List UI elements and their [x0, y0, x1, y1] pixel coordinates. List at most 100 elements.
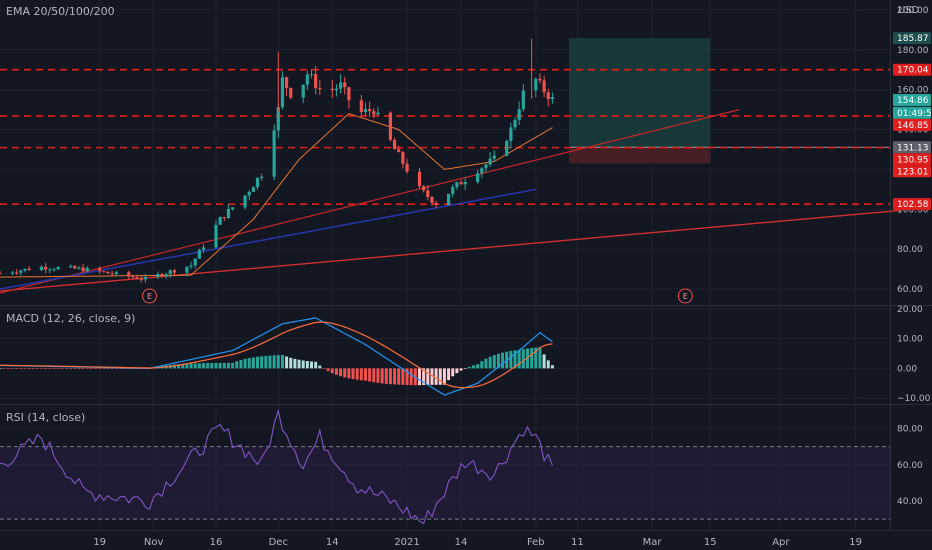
candle-body[interactable]	[39, 266, 44, 271]
candle-body[interactable]	[280, 77, 285, 108]
candle-body[interactable]	[314, 74, 318, 89]
candle-body[interactable]	[255, 177, 260, 188]
candle-body[interactable]	[392, 139, 397, 150]
candle-body[interactable]	[243, 195, 247, 208]
candle-body[interactable]	[513, 119, 517, 128]
candle-body[interactable]	[338, 82, 343, 89]
candle-body[interactable]	[189, 265, 193, 267]
candle-body[interactable]	[106, 271, 110, 274]
candle-body[interactable]	[347, 87, 351, 101]
candle-body[interactable]	[218, 217, 222, 225]
earnings-marker[interactable]: E	[142, 288, 158, 304]
candle-body[interactable]	[19, 270, 23, 273]
candle-body[interactable]	[48, 269, 52, 271]
candle-body[interactable]	[397, 149, 401, 153]
candle-body[interactable]	[363, 109, 368, 113]
stop-zone[interactable]	[569, 147, 711, 164]
candle-body[interactable]	[197, 249, 201, 259]
candle-body[interactable]	[139, 278, 143, 280]
candle-body[interactable]	[222, 217, 226, 219]
candle-body[interactable]	[135, 277, 139, 279]
candle-body[interactable]	[343, 82, 347, 88]
rsi-legend-label[interactable]: RSI (14, close)	[6, 411, 86, 424]
time-axis[interactable]: 19 Nov 16 Dec 14 2021 14 Feb 11 Mar 15 Apr 19	[93, 537, 862, 548]
rsi-pane[interactable]	[0, 408, 890, 525]
candle-body[interactable]	[230, 207, 235, 210]
candle-body[interactable]	[73, 266, 77, 269]
candle-body[interactable]	[10, 272, 15, 274]
trendline-steep[interactable]	[0, 109, 740, 294]
candle-body[interactable]	[388, 112, 393, 140]
candle-body[interactable]	[193, 258, 197, 266]
candle-body[interactable]	[368, 109, 372, 112]
candle-body[interactable]	[77, 267, 81, 269]
candle-body[interactable]	[505, 140, 509, 156]
candle-body[interactable]	[251, 187, 255, 192]
macd-pane[interactable]	[0, 317, 554, 396]
candle-body[interactable]	[376, 112, 380, 115]
ema-legend-label[interactable]: EMA 20/50/100/200	[6, 5, 115, 18]
candle-body[interactable]	[517, 109, 521, 120]
candle-body[interactable]	[484, 164, 488, 169]
candle-body[interactable]	[289, 87, 293, 98]
candle-body[interactable]	[301, 84, 305, 98]
candle-body[interactable]	[318, 88, 322, 90]
candle-body[interactable]	[330, 88, 334, 91]
candle-body[interactable]	[160, 274, 164, 277]
candle-body[interactable]	[521, 90, 525, 110]
candle-body[interactable]	[114, 272, 118, 275]
candle-body[interactable]	[372, 111, 376, 115]
candle-body[interactable]	[226, 209, 231, 219]
candle-body[interactable]	[214, 224, 218, 248]
candle-body[interactable]	[459, 182, 463, 185]
candle-body[interactable]	[455, 182, 459, 188]
candle-body[interactable]	[538, 78, 542, 81]
candle-body[interactable]	[284, 77, 289, 88]
candle-body[interactable]	[52, 269, 56, 271]
candle-body[interactable]	[156, 274, 160, 277]
candle-body[interactable]	[247, 191, 251, 196]
candle-body[interactable]	[164, 274, 168, 277]
candle-body[interactable]	[542, 80, 546, 93]
candle-body[interactable]	[434, 202, 438, 206]
candle-body[interactable]	[23, 268, 27, 271]
candle-body[interactable]	[272, 130, 276, 177]
candle-body[interactable]	[309, 74, 314, 76]
candle-body[interactable]	[534, 78, 538, 91]
candle-body[interactable]	[451, 187, 455, 194]
price-axis[interactable]: 200.00180.00160.00140.00120.00100.0080.0…	[897, 6, 931, 507]
candle-body[interactable]	[27, 268, 31, 271]
candle-body[interactable]	[260, 176, 264, 178]
candle-body[interactable]	[463, 182, 467, 185]
candle-body[interactable]	[446, 193, 451, 206]
macd-legend-label[interactable]: MACD (12, 26, close, 9)	[6, 312, 136, 325]
candle-body[interactable]	[550, 97, 555, 100]
candle-body[interactable]	[201, 247, 206, 250]
candle-body[interactable]	[546, 92, 550, 100]
candle-body[interactable]	[168, 270, 172, 275]
candle-body[interactable]	[56, 267, 60, 270]
candle-body[interactable]	[131, 276, 135, 278]
candle-body[interactable]	[143, 276, 147, 280]
candle-body[interactable]	[430, 196, 434, 203]
earnings-marker[interactable]: E	[677, 288, 693, 304]
candle-body[interactable]	[422, 186, 426, 191]
candle-body[interactable]	[401, 152, 405, 164]
candle-body[interactable]	[0, 273, 2, 275]
candle-body[interactable]	[44, 266, 48, 270]
candle-body[interactable]	[81, 267, 85, 272]
candle-body[interactable]	[359, 100, 363, 113]
candle-body[interactable]	[102, 271, 106, 273]
candle-body[interactable]	[305, 74, 309, 85]
candle-body[interactable]	[185, 266, 189, 273]
candle-body[interactable]	[405, 163, 409, 172]
candle-body[interactable]	[172, 270, 177, 273]
candle-body[interactable]	[15, 272, 19, 274]
candle-body[interactable]	[488, 158, 492, 165]
target-zone[interactable]	[569, 38, 711, 148]
candle-body[interactable]	[85, 267, 89, 272]
candle-body[interactable]	[98, 267, 102, 272]
candle-body[interactable]	[492, 155, 496, 159]
